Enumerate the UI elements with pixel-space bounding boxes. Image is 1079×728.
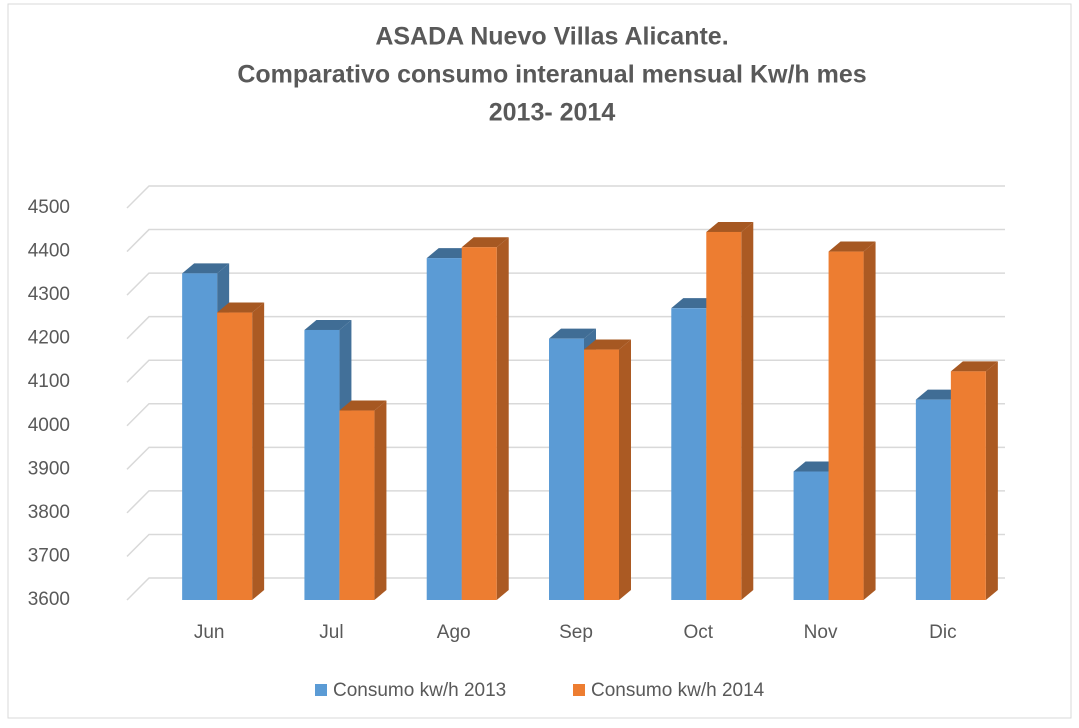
x-tick-label: Dic — [929, 622, 956, 643]
bar-top — [706, 221, 754, 232]
bar-front — [217, 312, 253, 600]
bar — [217, 302, 265, 600]
bar — [950, 361, 998, 600]
y-tick-label: 4400 — [28, 241, 70, 262]
bar-side — [863, 241, 876, 601]
bar-front — [584, 349, 619, 600]
bar — [339, 400, 387, 600]
y-tick-label: 4100 — [28, 371, 70, 392]
x-tick-label: Jul — [319, 622, 343, 643]
bar-side — [374, 400, 387, 600]
bar — [828, 241, 876, 601]
y-tick-label: 3800 — [28, 502, 70, 523]
bar-side — [252, 302, 265, 600]
y-tick-label: 4300 — [28, 284, 70, 305]
bar-side — [741, 221, 754, 600]
bar-front — [339, 410, 375, 600]
legend-label: Consumo kw/h 2013 — [333, 680, 506, 701]
chart-title: ASADA Nuevo Villas Alicante. — [375, 23, 728, 51]
bar — [584, 339, 631, 600]
bar-side — [985, 361, 998, 600]
bar-top — [549, 328, 596, 339]
legend-swatch — [315, 684, 327, 696]
y-tick-label: 4000 — [28, 415, 70, 436]
chart-title: Comparativo consumo interanual mensual K… — [237, 61, 866, 89]
bar-front — [915, 399, 951, 600]
x-tick-label: Nov — [804, 622, 838, 643]
y-tick-label: 3700 — [28, 545, 70, 566]
bar-top — [950, 361, 998, 372]
legend-label: Consumo kw/h 2014 — [591, 680, 765, 701]
bar-top — [304, 319, 352, 330]
bar-front — [549, 338, 584, 600]
x-tick-label: Ago — [437, 622, 471, 643]
x-tick-label: Jun — [194, 622, 225, 643]
y-tick-label: 4500 — [28, 197, 70, 218]
bar-front — [461, 247, 497, 600]
bar-top — [461, 237, 509, 248]
bar — [304, 319, 352, 600]
bar-side — [619, 339, 631, 600]
bar-front — [706, 231, 742, 600]
bar-top — [584, 339, 631, 350]
y-tick-label: 4200 — [28, 328, 70, 349]
x-tick-label: Sep — [559, 622, 593, 643]
bar — [706, 221, 754, 600]
bar-side — [496, 237, 509, 600]
bar-top — [182, 263, 230, 274]
bar-front — [426, 258, 462, 600]
legend-swatch — [573, 684, 585, 696]
bar-front — [671, 308, 707, 600]
chart-title: 2013- 2014 — [489, 99, 616, 127]
y-tick-label: 3600 — [28, 589, 70, 610]
y-tick-label: 3900 — [28, 458, 70, 479]
grid-line — [126, 185, 1005, 209]
bar — [461, 237, 509, 600]
bar-top — [828, 241, 876, 252]
bar-front — [182, 273, 218, 600]
x-tick-label: Oct — [684, 622, 714, 643]
bar-front — [828, 251, 864, 601]
bar-front — [793, 471, 829, 600]
bar-front — [950, 371, 986, 600]
bar-front — [304, 329, 340, 600]
bar-top — [339, 400, 387, 411]
bar-top — [217, 302, 265, 313]
